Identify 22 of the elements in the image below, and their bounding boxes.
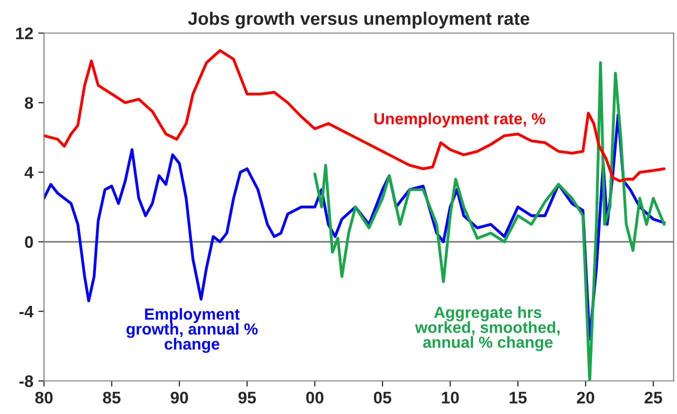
- x-tick-label: 15: [510, 392, 527, 404]
- x-tick-label: 80: [35, 392, 53, 404]
- x-tick-label: 85: [102, 392, 121, 404]
- x-tick-label: 25: [644, 392, 662, 404]
- y-tick-label: 12: [16, 28, 33, 40]
- line-series: [313, 61, 666, 381]
- x-tick-label: 95: [238, 392, 256, 404]
- x-tick-label: 00: [306, 392, 324, 404]
- y-tick-label: 0: [24, 236, 33, 248]
- line-series: [44, 49, 666, 182]
- y-tick-label: 8: [24, 97, 34, 109]
- y-tick-label: -4: [19, 306, 34, 318]
- chart-title: Jobs growth versus unemployment rate: [188, 12, 530, 29]
- series-label: Unemployment rate, %: [374, 112, 546, 128]
- y-tick-label: -8: [19, 375, 34, 388]
- x-tick-label: 05: [374, 392, 392, 404]
- x-tick-label: 10: [442, 392, 459, 404]
- series-label: Aggregate hrs worked, smoothed, annual % change: [415, 306, 560, 352]
- text: Employment growth, annual % change: [126, 308, 258, 353]
- x-tick-label: 90: [170, 392, 188, 404]
- y-tick-label: 4: [24, 166, 34, 178]
- x-tick-label: 20: [576, 392, 594, 404]
